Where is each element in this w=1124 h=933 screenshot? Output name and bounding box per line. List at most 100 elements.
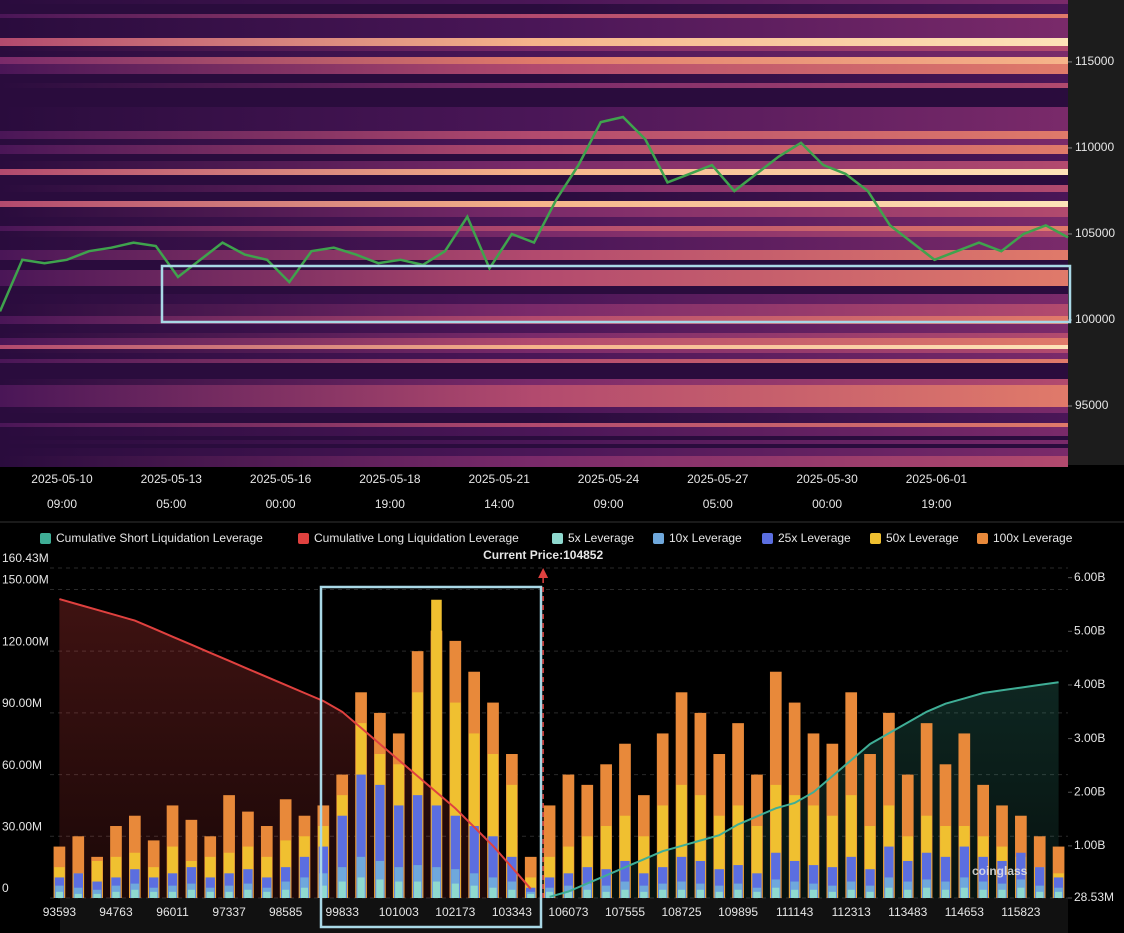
y-tick-label: 0 — [2, 881, 9, 895]
heat-band — [0, 57, 1068, 64]
bar — [845, 692, 858, 898]
date-label: 2025-05-16 — [250, 472, 312, 486]
bar — [506, 784, 518, 898]
heatmap — [0, 0, 1068, 467]
bar — [713, 815, 725, 898]
heat-band — [0, 51, 1068, 57]
y-tick-label: 30.00M — [2, 819, 42, 833]
highlight-box — [319, 585, 543, 929]
time-label: 05:00 — [156, 497, 186, 511]
bar — [450, 815, 461, 898]
bar — [527, 893, 535, 898]
bar — [715, 891, 723, 898]
x-tick-label: 115823 — [1001, 905, 1040, 919]
x-tick-label: 96011 — [156, 905, 189, 919]
heat-band — [0, 25, 1068, 31]
bar — [91, 860, 103, 898]
bar — [619, 815, 631, 898]
bar — [958, 733, 971, 898]
date-label: 2025-06-01 — [906, 472, 968, 486]
bar — [940, 856, 951, 898]
heat-band — [0, 270, 1068, 277]
bar — [1017, 887, 1025, 898]
bar — [73, 873, 83, 898]
legend-label: 25x Leverage — [778, 531, 851, 545]
bar — [657, 867, 668, 898]
bar — [508, 889, 516, 898]
bar — [845, 795, 857, 898]
bar — [771, 852, 781, 898]
bar — [206, 891, 214, 898]
y2-tick-label: 3.00B — [1074, 731, 1105, 745]
heat-band — [0, 418, 1068, 423]
heat-band — [0, 440, 1068, 444]
x-tick-label: 97337 — [212, 905, 246, 919]
bar — [808, 865, 819, 898]
bar — [187, 889, 195, 898]
bar — [74, 893, 82, 898]
bar — [676, 856, 687, 898]
y2-tick-label: 6.00B — [1074, 570, 1105, 584]
bar — [413, 865, 422, 898]
bar — [72, 836, 85, 898]
bar — [732, 805, 744, 898]
bar — [809, 889, 818, 898]
heat-band — [0, 38, 1068, 46]
bar — [469, 826, 479, 898]
cumulative-line — [59, 598, 532, 890]
x-tick-label: 108725 — [662, 905, 702, 919]
heat-band — [0, 413, 1068, 418]
y-tick-label: 90.00M — [2, 696, 42, 710]
heat-band — [0, 395, 1068, 402]
heat-band — [0, 154, 1068, 161]
bar — [186, 867, 197, 898]
heat-band — [0, 185, 1068, 192]
bar — [545, 891, 554, 898]
bar — [791, 889, 799, 898]
heat-band — [0, 114, 1068, 124]
bar — [978, 856, 988, 898]
bar — [431, 805, 442, 898]
bar — [244, 889, 252, 898]
bar — [998, 889, 1006, 898]
heat-band — [0, 333, 1068, 338]
bar — [997, 860, 1007, 898]
bar — [414, 881, 422, 898]
heat-band — [0, 436, 1068, 440]
x-tick-label: 107555 — [605, 905, 645, 919]
heat-band — [0, 88, 1068, 98]
bar — [150, 891, 158, 898]
time-label: 00:00 — [266, 497, 296, 511]
heat-band — [0, 169, 1068, 175]
y2-tick-label: 28.53M — [1074, 890, 1114, 904]
bar — [225, 891, 233, 898]
heat-band — [0, 0, 1068, 4]
bar — [885, 887, 893, 898]
bar — [659, 889, 667, 898]
heat-band — [0, 226, 1068, 231]
bar — [789, 795, 800, 898]
bar — [319, 885, 327, 898]
heat-band — [0, 250, 1068, 260]
time-label: 14:00 — [484, 497, 514, 511]
heat-band — [0, 448, 1068, 456]
bar — [904, 889, 912, 898]
legend-swatch — [977, 533, 988, 544]
legend-label: Cumulative Long Liquidation Leverage — [314, 531, 519, 545]
heat-band — [0, 456, 1068, 461]
heat-band — [0, 277, 1068, 286]
bar — [828, 891, 836, 898]
legend-swatch — [870, 533, 881, 544]
heat-band — [0, 18, 1068, 25]
bar — [412, 692, 423, 898]
y-tick-label: 150.00M — [2, 573, 49, 587]
y2-tick-label: 4.00B — [1074, 677, 1105, 691]
heat-band — [0, 4, 1068, 14]
bar — [338, 881, 346, 898]
legend-label: 100x Leverage — [993, 531, 1073, 545]
y-tick-label: 120.00M — [2, 634, 49, 648]
bar — [112, 891, 120, 898]
x-tick-label: 109895 — [718, 905, 758, 919]
time-label: 09:00 — [47, 497, 77, 511]
bar — [412, 795, 423, 898]
